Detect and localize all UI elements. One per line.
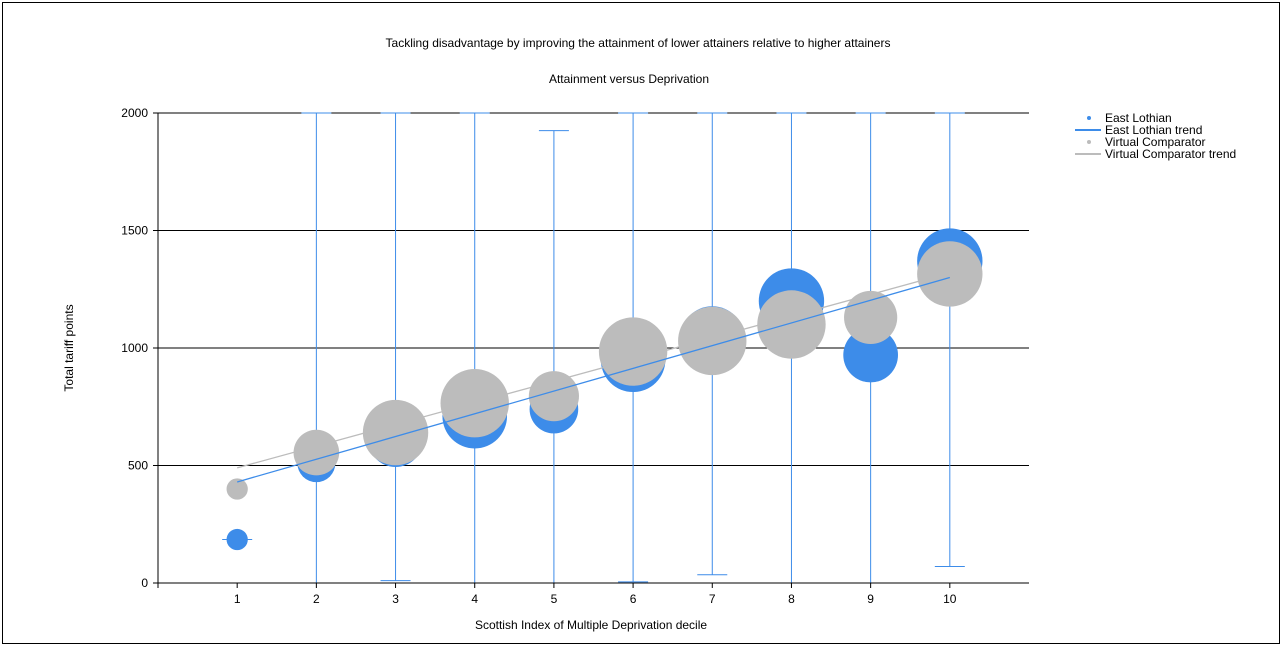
east-lothian-point <box>226 528 248 551</box>
x-tick-label: 5 <box>551 592 558 606</box>
x-tick-label: 4 <box>471 592 478 606</box>
legend-label: East Lothian trend <box>1105 123 1202 137</box>
x-tick-label: 3 <box>392 592 399 606</box>
x-axis-label: Scottish Index of Multiple Deprivation d… <box>475 618 707 632</box>
x-tick-label: 1 <box>234 592 241 606</box>
trend-lines <box>237 272 950 483</box>
x-tick-labels: 1 2 3 4 5 6 7 8 9 10 <box>234 592 957 606</box>
virtual-comparator-point <box>362 399 429 466</box>
legend-label: Virtual Comparator trend <box>1105 147 1236 161</box>
virtual-comparator-point <box>293 429 340 476</box>
y-axis-label: Total tariff points <box>62 304 76 391</box>
bubbles <box>226 228 983 551</box>
y-tick-label: 1000 <box>121 341 148 355</box>
chart-subtitle: Attainment versus Deprivation <box>549 72 709 86</box>
grid <box>158 112 1029 466</box>
virtual-comparator-trend-line <box>237 272 950 469</box>
x-tick-label: 10 <box>943 592 957 606</box>
legend-label: East Lothian <box>1105 111 1172 125</box>
x-tick-label: 2 <box>313 592 320 606</box>
y-tick-label: 500 <box>128 459 148 473</box>
x-tick-label: 8 <box>788 592 795 606</box>
legend-marker <box>1087 116 1091 120</box>
y-tick-label: 1500 <box>121 224 148 238</box>
virtual-comparator-point <box>844 290 898 345</box>
x-tick-label: 9 <box>867 592 874 606</box>
x-tick-label: 6 <box>630 592 637 606</box>
y-tick-label: 0 <box>141 576 148 590</box>
y-tick-labels: 0 500 1000 1500 2000 <box>121 106 148 590</box>
virtual-comparator-point <box>598 317 668 386</box>
virtual-comparator-point <box>528 371 579 422</box>
axes <box>153 112 1029 588</box>
legend-label: Virtual Comparator <box>1105 135 1206 149</box>
y-tick-label: 2000 <box>121 106 148 120</box>
virtual-comparator-point <box>226 478 248 500</box>
virtual-comparator-point <box>757 290 826 359</box>
virtual-comparator-point <box>917 241 983 307</box>
legend-marker <box>1087 140 1091 144</box>
x-tick-label: 7 <box>709 592 716 606</box>
chart: Tackling disadvantage by improving the a… <box>62 36 1236 632</box>
virtual-comparator-point <box>678 306 747 376</box>
east-lothian-trend-line <box>237 276 950 483</box>
east-lothian-point <box>843 327 898 383</box>
chart-title: Tackling disadvantage by improving the a… <box>386 36 891 50</box>
